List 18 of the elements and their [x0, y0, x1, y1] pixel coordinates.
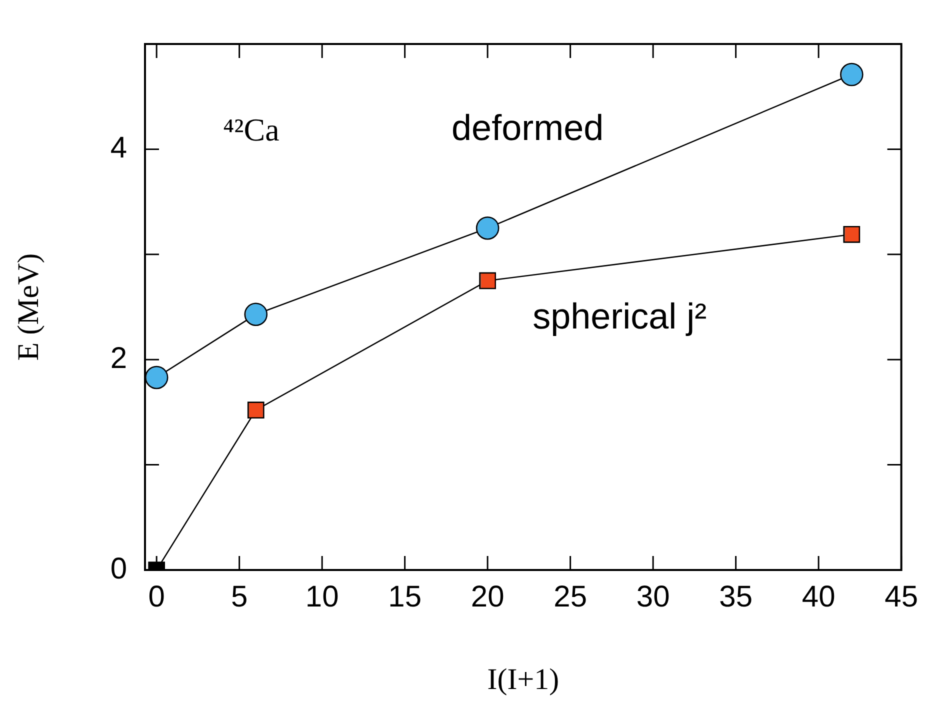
- x-tick-label: 15: [388, 580, 422, 614]
- y-tick-label: 2: [110, 342, 127, 375]
- x-tick-label: 20: [470, 580, 504, 614]
- x-tick-label: 5: [230, 580, 248, 614]
- series-label: deformed: [452, 107, 604, 148]
- annotation: ⁴²Ca: [223, 111, 280, 148]
- x-tick-label: 10: [305, 580, 339, 614]
- y-tick-label: 0: [110, 552, 127, 586]
- x-tick-label: 0: [148, 580, 165, 614]
- x-tick-label: 35: [719, 580, 753, 614]
- x-tick-label: 40: [802, 580, 836, 614]
- x-axis-title: I(I+1): [487, 662, 560, 696]
- series-label: spherical j²: [532, 296, 707, 337]
- x-tick-label: 30: [636, 580, 670, 614]
- x-tick-label: 25: [554, 580, 588, 614]
- y-tick-label: 4: [110, 131, 127, 164]
- y-axis-title: E (MeV): [12, 253, 45, 361]
- x-tick-label: 45: [884, 580, 918, 614]
